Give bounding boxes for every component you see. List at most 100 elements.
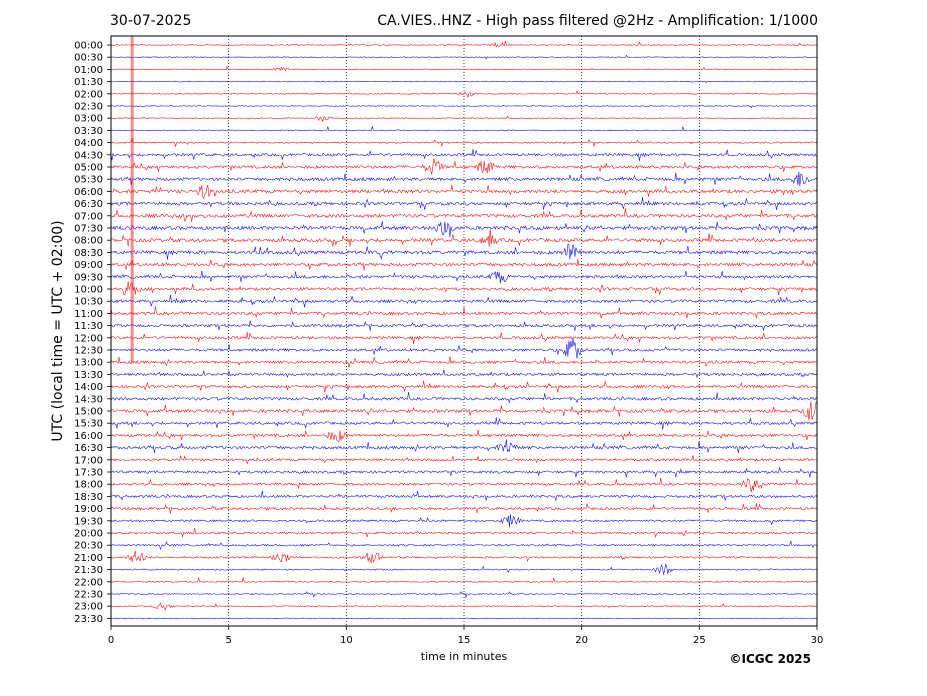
trace-line (110, 54, 818, 60)
y-tick-label: 10:00 (74, 285, 103, 296)
y-tick-label: 15:00 (74, 407, 103, 418)
trace-line (110, 171, 818, 187)
y-tick-label: 16:30 (74, 443, 103, 454)
trace-line (110, 244, 818, 260)
y-tick-label: 15:30 (74, 419, 103, 430)
trace-line (110, 80, 818, 84)
trace-line (110, 281, 818, 296)
y-tick-label: 11:30 (74, 321, 103, 332)
y-tick-label: 18:00 (74, 480, 103, 491)
y-tick-label: 01:30 (74, 77, 103, 88)
trace-line (110, 478, 818, 493)
trace-line (110, 369, 818, 378)
x-tick-label: 20 (575, 635, 588, 646)
y-tick-label: 10:30 (74, 297, 103, 308)
y-tick-label: 20:30 (74, 541, 103, 552)
trace-line (111, 417, 818, 430)
x-tick-label: 30 (811, 635, 824, 646)
y-tick-label: 13:00 (74, 358, 103, 369)
y-tick-label: 07:00 (74, 211, 103, 222)
trace-line (110, 294, 818, 308)
y-tick-label: 07:30 (74, 224, 103, 235)
y-tick-label: 20:00 (74, 529, 103, 540)
trace-line (110, 513, 818, 528)
trace-line (110, 380, 818, 393)
x-tick-label: 25 (693, 635, 706, 646)
trace-line (110, 466, 818, 478)
trace-line (110, 563, 818, 575)
trace-line (110, 550, 818, 564)
trace-line (110, 196, 818, 211)
trace-line (110, 125, 818, 132)
trace-line (110, 138, 818, 147)
trace-line (110, 40, 818, 48)
trace-line (110, 337, 818, 359)
trace-line (110, 576, 818, 583)
trace-line (110, 90, 818, 99)
credit-label: ©ICGC 2025 (729, 652, 811, 666)
y-tick-label: 04:00 (74, 138, 103, 149)
y-tick-label: 08:00 (74, 236, 103, 247)
y-tick-label: 00:30 (74, 53, 103, 64)
y-tick-label: 18:30 (74, 492, 103, 503)
trace-line (110, 528, 818, 538)
trace-line (110, 591, 818, 599)
trace-line (110, 158, 818, 175)
x-tick-label: 0 (108, 635, 114, 646)
y-tick-label: 17:00 (74, 455, 103, 466)
x-grid (228, 36, 700, 626)
trace-line (110, 602, 818, 611)
y-tick-label: 23:30 (74, 614, 103, 625)
y-tick-label: 05:30 (74, 175, 103, 186)
trace-line (110, 105, 818, 108)
trace-line (110, 429, 818, 443)
x-axis-label: time in minutes (421, 650, 508, 663)
trace-line (110, 320, 818, 332)
y-tick-label: 00:00 (74, 41, 103, 52)
y-tick-label: 01:00 (74, 65, 103, 76)
trace-line (110, 455, 818, 465)
y-tick-label: 03:00 (74, 114, 103, 125)
y-tick-label: 12:30 (74, 346, 103, 357)
y-tick-label: 14:30 (74, 394, 103, 405)
trace-line (110, 439, 818, 454)
y-tick-label: 17:30 (74, 468, 103, 479)
trace-line (110, 221, 818, 238)
y-tick-label: 21:00 (74, 553, 103, 564)
trace-line (110, 331, 818, 345)
trace-line (110, 617, 818, 620)
trace-line (110, 148, 818, 162)
y-tick-label: 03:30 (74, 126, 103, 137)
chart-date-title: 30-07-2025 (110, 13, 191, 29)
trace-line (110, 115, 818, 122)
trace-line (110, 258, 818, 271)
trace-line (110, 208, 818, 222)
y-tick-label: 21:30 (74, 565, 103, 576)
y-tick-label: 22:00 (74, 577, 103, 588)
traces-group (110, 40, 818, 620)
y-tick-label: 11:00 (74, 309, 103, 320)
y-tick-label: 08:30 (74, 248, 103, 259)
trace-line (110, 306, 818, 319)
y-tick-label: 14:00 (74, 382, 103, 393)
x-axis-ticks: 0 5 10 15 20 25 30 (108, 626, 824, 646)
x-tick-label: 10 (340, 635, 353, 646)
y-tick-label: 02:00 (74, 89, 103, 100)
y-tick-label: 04:30 (74, 150, 103, 161)
trace-line (110, 540, 818, 551)
x-tick-label: 15 (458, 635, 471, 646)
y-tick-label: 23:00 (74, 602, 103, 613)
y-tick-label: 13:30 (74, 370, 103, 381)
y-tick-label: 05:00 (74, 163, 103, 174)
trace-line (110, 391, 818, 404)
trace-line (110, 184, 818, 199)
trace-line (110, 356, 818, 368)
y-tick-label: 16:00 (74, 431, 103, 442)
x-tick-label: 5 (225, 635, 231, 646)
y-tick-label: 19:30 (74, 516, 103, 527)
y-axis-label: UTC (local time = UTC + 02:00) (50, 220, 66, 441)
y-tick-label: 22:30 (74, 590, 103, 601)
y-tick-label: 12:00 (74, 333, 103, 344)
